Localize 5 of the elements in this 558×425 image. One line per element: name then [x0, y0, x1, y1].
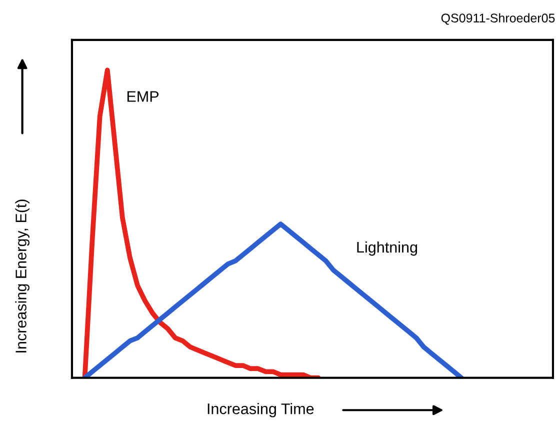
- y-axis-title: Increasing Energy, E(t): [15, 200, 30, 352]
- x-axis-title: Increasing Time: [208, 403, 314, 418]
- text: QS0911-Shroeder05: [441, 13, 555, 25]
- series-label: EMP: [127, 91, 159, 102]
- series-label: Lightning: [357, 241, 418, 256]
